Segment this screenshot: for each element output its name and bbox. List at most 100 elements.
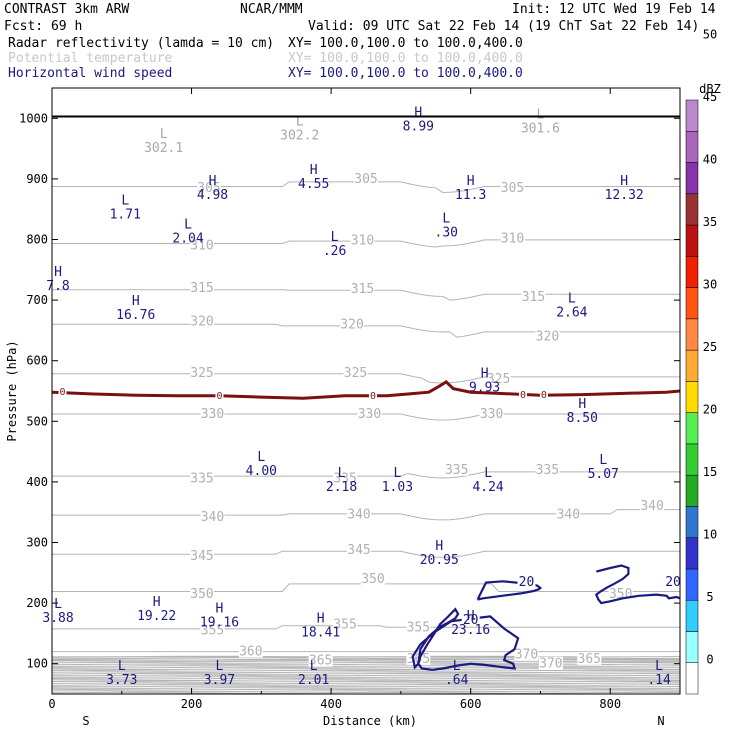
wind-speed-contours: 20 20 20 [411, 564, 683, 671]
theta-label-bg [350, 233, 375, 247]
colorbar: 051015202530354045505560657075 [685, 27, 717, 695]
colorbar-swatch [685, 537, 699, 570]
y-tick-label: 100 [26, 657, 48, 671]
extremum-symbol: L [338, 466, 346, 481]
plot-frame [52, 88, 680, 694]
theta-label-bg [514, 647, 539, 661]
theta-contour-320 [52, 323, 680, 338]
theta-contour-stratosphere [52, 655, 681, 658]
theta-contour-stratosphere [51, 688, 681, 691]
theta-label-bg [444, 462, 469, 476]
y-tick-label: 600 [26, 354, 48, 368]
freezing-label-bg [368, 390, 377, 401]
extremum-symbol: L [257, 450, 265, 465]
theta-label: 320 [340, 317, 363, 332]
theta-contour-stratosphere [51, 658, 681, 661]
extremum-value: 4.24 [472, 480, 503, 495]
theta-contour-stratosphere [51, 683, 680, 686]
extremum-value: 2.01 [298, 673, 329, 688]
theta-contour-stratosphere [51, 679, 681, 681]
valid-time: Valid: 09 UTC Sat 22 Feb 14 (19 ChT Sat … [308, 19, 699, 34]
extremum-value: 12.32 [605, 188, 644, 203]
freezing-level: 0 0 0 0 0 [51, 380, 681, 402]
theta-contour-stratosphere [51, 671, 681, 674]
extremum-value: 1.03 [382, 480, 413, 495]
extremum-symbol: L [484, 466, 492, 481]
theta-label-bg [200, 510, 225, 524]
extremum-value: 4.55 [298, 177, 329, 192]
theta-label-bg [190, 280, 215, 294]
theta-label: 340 [640, 499, 663, 514]
theta-label: 355 [201, 623, 224, 638]
theta-label: 355 [407, 620, 430, 635]
theta-contour-stratosphere [52, 669, 681, 672]
extremum-symbol: H [467, 609, 475, 624]
extremum-value: 7.8 [46, 279, 69, 294]
y-tick-label: 800 [26, 233, 48, 247]
theta-label: 305 [197, 181, 220, 196]
colorbar-swatch [685, 349, 699, 382]
freezing-level-label: 0 [520, 390, 526, 401]
extremum-symbol: H [435, 539, 443, 554]
theta-label: 365 [309, 654, 332, 669]
colorbar-label: 0 [706, 653, 713, 667]
theta-label-bg [500, 231, 525, 245]
wind-contour-label-bg [461, 613, 480, 627]
theta-label-bg [238, 644, 263, 658]
theta-label: 365 [578, 652, 601, 667]
x-tick-label: 200 [181, 697, 203, 711]
init-label: Init: 12 UTC Wed 19 Feb 14 [512, 2, 716, 17]
extremum-value: 19.16 [200, 615, 239, 630]
extremum-symbol: L [442, 212, 450, 227]
theta-contour-stratosphere [52, 665, 681, 667]
theta-contour-stratosphere [51, 673, 680, 675]
field-reflectivity: Radar reflectivity (lamda = 10 cm) [8, 36, 274, 51]
theta-label-bg [357, 407, 382, 421]
theta-label: 330 [480, 407, 503, 422]
theta-contour-stratosphere [51, 676, 681, 678]
extremum-symbol: L [568, 292, 576, 307]
extremum-value: 301.6 [521, 121, 560, 136]
wind-contour-label: 20 [463, 613, 479, 628]
theta-label-bg [538, 656, 563, 670]
theta-contour-stratosphere [52, 660, 681, 663]
theta-contour-stratosphere [51, 663, 680, 666]
extremum-value: 302.1 [144, 141, 183, 156]
theta-label: 320 [190, 314, 213, 329]
freezing-level-label: 0 [370, 391, 376, 402]
theta-label-bg [347, 507, 372, 521]
freezing-level-label: 0 [59, 387, 65, 398]
extremum-value: 18.41 [301, 626, 340, 641]
colorbar-swatch [685, 474, 699, 507]
theta-label: 350 [190, 587, 213, 602]
extremum-value: 8.99 [403, 120, 434, 135]
extremum-symbol: H [578, 397, 586, 412]
theta-label: 310 [501, 231, 524, 246]
theta-contour-stratosphere [51, 657, 680, 659]
colorbar-swatch [685, 131, 699, 163]
extremum-value: 302.2 [280, 129, 319, 144]
extremum-symbol: H [620, 174, 628, 189]
theta-label: 330 [358, 407, 381, 422]
theta-label-bg [333, 471, 358, 485]
theta-label: 335 [445, 463, 468, 478]
theta-label: 335 [190, 471, 213, 486]
extremum-value: 11.3 [455, 188, 486, 203]
wind-contour-1 [476, 580, 543, 601]
colorbar-swatch [685, 99, 699, 132]
x-axis-label: Distance (km) [323, 714, 417, 728]
extremum-symbol: L [296, 115, 304, 130]
extremum-symbol: L [184, 218, 192, 233]
y-tick-label: 400 [26, 475, 48, 489]
freezing-level-line [51, 380, 681, 400]
x-tick-label: 800 [599, 697, 621, 711]
y-tick-label: 300 [26, 536, 48, 550]
theta-label: 325 [487, 372, 510, 387]
theta-label: 370 [515, 648, 538, 663]
wind-contour-label: 20 [665, 575, 681, 590]
extremum-value: 1.71 [110, 207, 141, 222]
theta-label-bg [640, 499, 665, 513]
